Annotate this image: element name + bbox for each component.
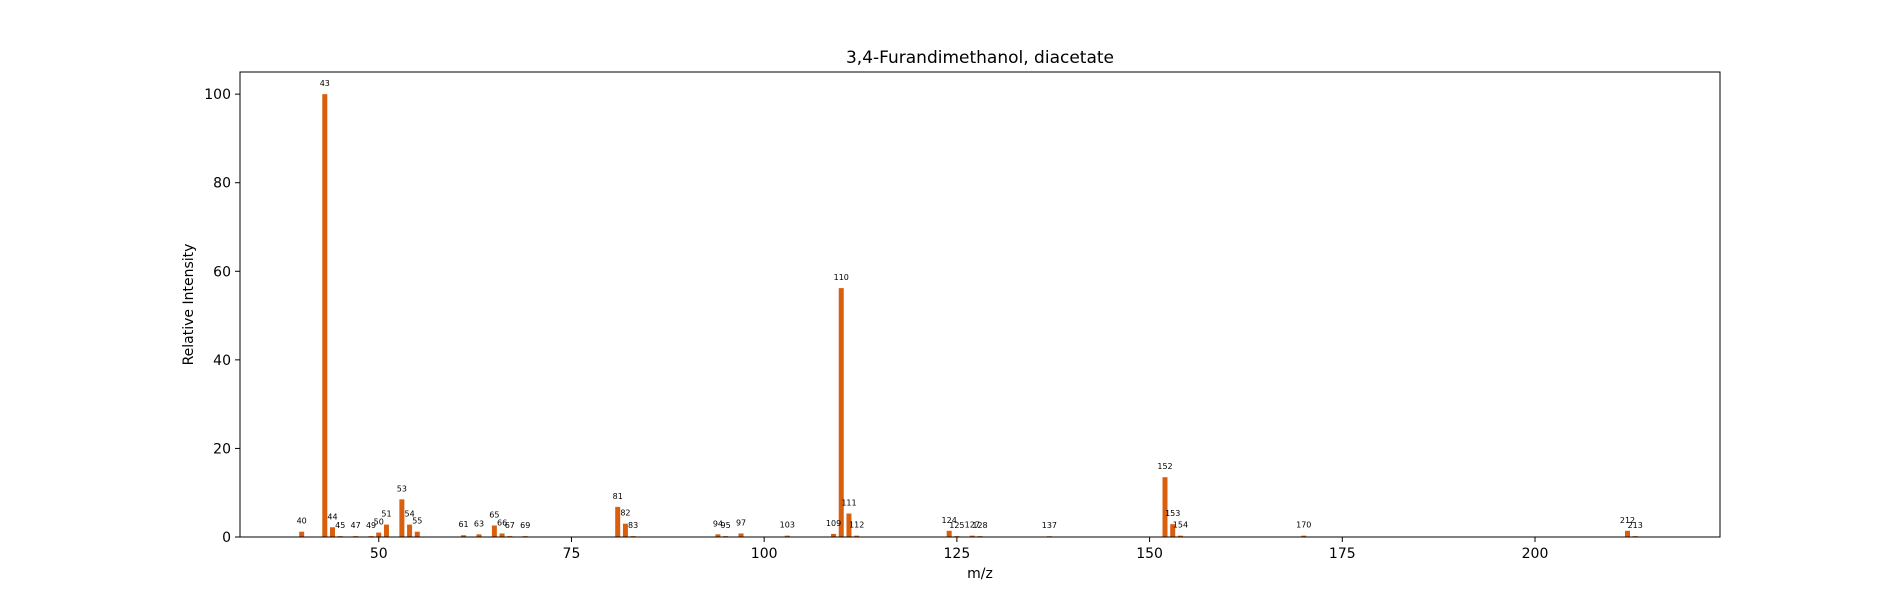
peak-label: 82 [620, 509, 630, 518]
y-axis-title: Relative Intensity [181, 244, 197, 366]
peak-bar [946, 530, 952, 537]
peak-bar [299, 531, 305, 537]
peak-bar [622, 523, 628, 537]
peak-label: 45 [335, 521, 345, 530]
peak-label: 54 [404, 510, 414, 519]
peak-bar [846, 513, 852, 537]
peak-bar [1301, 535, 1307, 537]
peak-label: 81 [613, 492, 623, 501]
peak-bar [1625, 530, 1630, 537]
x-axis-title: m/z [967, 566, 993, 582]
peak-label: 61 [458, 520, 468, 529]
peak-label: 112 [849, 521, 864, 530]
peak-bar [491, 525, 497, 537]
peak-label: 94 [713, 519, 723, 528]
y-tick-label: 100 [204, 87, 231, 103]
peak-label: 51 [381, 510, 391, 519]
peak-bar [383, 524, 389, 537]
peak-label: 111 [841, 499, 856, 508]
peak-label: 44 [327, 512, 337, 521]
peak-label: 49 [366, 521, 376, 530]
x-tick-label: 100 [751, 546, 778, 562]
peak-bar [322, 94, 328, 537]
peak-bar [831, 533, 837, 537]
peak-label: 63 [474, 519, 484, 528]
peak-label: 170 [1296, 521, 1311, 530]
x-tick-label: 50 [370, 546, 388, 562]
y-tick-label: 60 [213, 264, 231, 280]
peak-bar [615, 506, 621, 537]
y-tick-label: 80 [213, 176, 231, 192]
peak-bar [399, 499, 405, 537]
peak-label: 47 [351, 521, 361, 530]
peak-label: 127 [965, 521, 980, 530]
peak-label: 69 [520, 521, 530, 530]
peak-label: 128 [972, 521, 987, 530]
peak-label: 95 [721, 521, 731, 530]
peak-bar [499, 533, 505, 537]
peak-bar [738, 533, 744, 537]
peak-label: 152 [1157, 462, 1172, 471]
peak-bar [330, 527, 335, 537]
peak-label: 137 [1042, 521, 1057, 530]
x-tick-label: 150 [1136, 546, 1163, 562]
peak-bar [1177, 535, 1183, 537]
peak-label: 66 [497, 518, 507, 527]
peak-bar [854, 535, 860, 537]
y-tick-label: 40 [213, 353, 231, 369]
bars-group [299, 94, 1638, 537]
peak-label: 125 [949, 521, 964, 530]
peak-bar [1170, 524, 1176, 537]
peak-label: 109 [826, 519, 841, 528]
y-tick-label: 0 [222, 530, 231, 546]
x-axis: 50 75 100 125 150 175 200 [370, 537, 1549, 562]
peak-bar [461, 535, 467, 537]
peak-label: 53 [397, 484, 407, 493]
peak-label: 65 [489, 510, 499, 519]
peak-label: 55 [412, 517, 422, 526]
y-axis: 0 20 40 60 80 100 [204, 87, 240, 546]
peak-label: 40 [297, 517, 307, 526]
peak-label: 83 [628, 521, 638, 530]
peak-label: 124 [942, 516, 957, 525]
peak-bar [476, 534, 482, 537]
peak-label: 97 [736, 518, 746, 527]
peak-bar [784, 535, 790, 537]
peak-bar [376, 532, 382, 537]
peak-bar [414, 531, 420, 537]
peak-bar [407, 524, 413, 537]
x-tick-label: 125 [944, 546, 971, 562]
peak-label: 67 [505, 521, 515, 530]
x-tick-label: 75 [563, 546, 581, 562]
peak-bar [1162, 477, 1168, 537]
plot-frame [239, 71, 1721, 538]
x-tick-label: 175 [1329, 546, 1356, 562]
peak-label: 153 [1165, 509, 1180, 518]
peak-label: 50 [374, 518, 384, 527]
y-tick-label: 20 [213, 441, 231, 457]
peak-bar [969, 535, 975, 537]
peak-label: 103 [780, 521, 795, 530]
peak-label: 43 [320, 79, 330, 88]
peak-label: 213 [1628, 521, 1643, 530]
peak-bar [838, 288, 844, 537]
peak-label: 154 [1173, 521, 1188, 530]
peak-label: 212 [1620, 516, 1635, 525]
peak-bar [715, 534, 721, 537]
peak-label: 110 [834, 273, 849, 282]
chart-title: 3,4-Furandimethanol, diacetate [846, 48, 1114, 68]
x-tick-label: 200 [1522, 546, 1549, 562]
